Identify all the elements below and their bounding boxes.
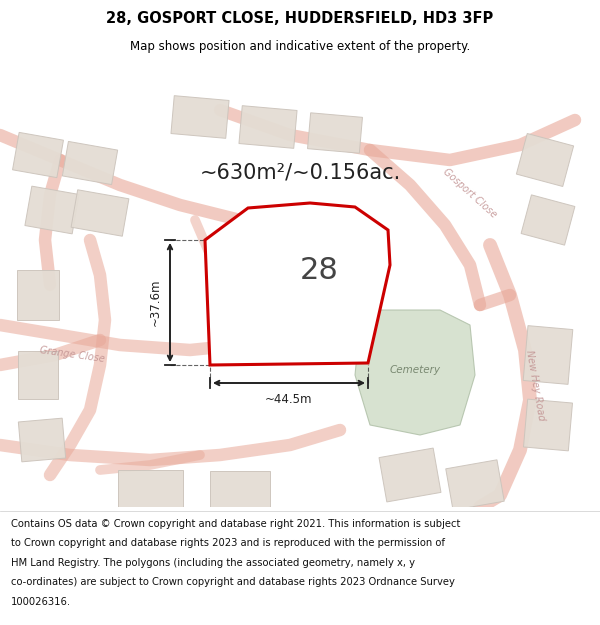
Polygon shape <box>239 106 297 148</box>
Polygon shape <box>523 326 573 384</box>
Text: ~37.6m: ~37.6m <box>149 279 162 326</box>
Polygon shape <box>308 112 362 153</box>
Text: Grange Close: Grange Close <box>39 346 105 364</box>
Text: Gosport Close: Gosport Close <box>441 166 499 219</box>
Polygon shape <box>25 186 79 234</box>
Polygon shape <box>17 270 59 320</box>
Text: 28: 28 <box>300 256 338 284</box>
Polygon shape <box>118 470 182 510</box>
Polygon shape <box>517 134 574 186</box>
Polygon shape <box>171 96 229 138</box>
Text: ~630m²/~0.156ac.: ~630m²/~0.156ac. <box>199 163 401 183</box>
Polygon shape <box>523 399 572 451</box>
Text: Contains OS data © Crown copyright and database right 2021. This information is : Contains OS data © Crown copyright and d… <box>11 519 460 529</box>
Polygon shape <box>355 310 475 435</box>
Polygon shape <box>446 460 504 510</box>
Text: co-ordinates) are subject to Crown copyright and database rights 2023 Ordnance S: co-ordinates) are subject to Crown copyr… <box>11 578 455 587</box>
Polygon shape <box>13 132 64 178</box>
Polygon shape <box>18 351 58 399</box>
Text: Cemetery: Cemetery <box>389 365 440 375</box>
Text: 100026316.: 100026316. <box>11 597 71 607</box>
Text: Map shows position and indicative extent of the property.: Map shows position and indicative extent… <box>130 39 470 52</box>
Text: to Crown copyright and database rights 2023 and is reproduced with the permissio: to Crown copyright and database rights 2… <box>11 538 445 548</box>
Polygon shape <box>19 418 65 462</box>
Text: ~44.5m: ~44.5m <box>265 393 313 406</box>
Polygon shape <box>521 195 575 245</box>
Polygon shape <box>210 471 270 509</box>
Text: HM Land Registry. The polygons (including the associated geometry, namely x, y: HM Land Registry. The polygons (includin… <box>11 558 415 568</box>
Text: New Hey Road: New Hey Road <box>524 349 546 421</box>
Polygon shape <box>205 203 390 365</box>
Polygon shape <box>379 448 441 502</box>
Polygon shape <box>62 141 118 184</box>
Text: 28, GOSPORT CLOSE, HUDDERSFIELD, HD3 3FP: 28, GOSPORT CLOSE, HUDDERSFIELD, HD3 3FP <box>106 11 494 26</box>
Polygon shape <box>71 190 129 236</box>
